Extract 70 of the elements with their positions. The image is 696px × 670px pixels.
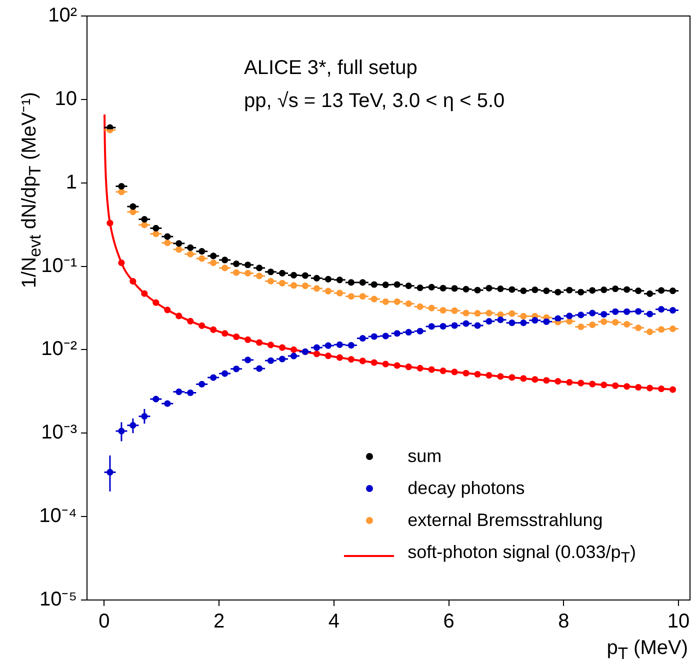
y-tick-label: 10⁻¹	[41, 254, 78, 277]
point	[348, 356, 354, 363]
point	[451, 368, 458, 376]
point	[589, 380, 596, 388]
point	[624, 383, 630, 390]
legend-label: decay photons	[408, 477, 525, 500]
point	[440, 367, 446, 374]
point	[462, 370, 470, 376]
point	[370, 359, 378, 366]
point	[222, 330, 228, 337]
point	[324, 352, 332, 360]
y-tick-label: 10	[54, 88, 77, 110]
point	[106, 220, 114, 226]
point	[130, 278, 136, 285]
x-axis-title: p$_{T}$ (MeV)	[606, 637, 688, 664]
point	[646, 384, 654, 392]
y-tick-label: 10⁻⁵	[39, 588, 77, 611]
point	[600, 382, 608, 388]
point	[635, 384, 642, 391]
point	[428, 366, 435, 373]
point	[278, 344, 286, 351]
point	[210, 326, 217, 333]
point	[520, 375, 527, 382]
y-tick-label: 10²	[48, 4, 78, 27]
point	[382, 360, 389, 368]
point	[152, 299, 160, 306]
point	[198, 322, 206, 330]
x-tick-label: 2	[214, 610, 225, 633]
point	[486, 372, 492, 379]
point	[532, 376, 538, 383]
point	[244, 336, 252, 343]
x-tick-label: 4	[328, 610, 340, 633]
y-tick-label: 10⁻³	[41, 422, 78, 444]
point	[474, 370, 481, 378]
y-tick-label: 1	[66, 171, 77, 194]
point	[256, 339, 263, 346]
point	[566, 378, 573, 386]
legend-label: external Bremsstrahlung	[408, 509, 603, 532]
point	[233, 333, 240, 340]
point	[118, 260, 125, 266]
point	[669, 386, 676, 393]
point	[187, 318, 194, 324]
point	[508, 374, 516, 381]
x-tick-label: 0	[98, 610, 110, 633]
point	[554, 378, 562, 385]
y-tick-label: 10⁻²	[41, 338, 78, 360]
legend-label: soft-photon signal (0.033/p$_{T}$)	[408, 541, 636, 569]
point	[394, 362, 400, 369]
point	[578, 380, 584, 386]
point	[658, 386, 665, 392]
x-tick-label: 8	[558, 610, 570, 633]
point	[164, 306, 171, 314]
point	[543, 377, 550, 384]
y-tick-label: 10⁻⁴	[39, 505, 77, 528]
point	[359, 358, 366, 364]
point	[612, 382, 619, 389]
x-tick-label: 10	[667, 610, 690, 633]
x-tick-label: 6	[443, 610, 454, 633]
annotation: ALICE 3*, full setup	[244, 56, 418, 81]
point	[497, 373, 504, 380]
point	[267, 342, 274, 348]
point	[405, 364, 412, 370]
point	[336, 354, 343, 361]
point	[290, 346, 298, 354]
point	[141, 290, 148, 297]
point	[416, 364, 424, 372]
point	[176, 312, 182, 320]
point	[313, 350, 320, 358]
annotation: pp, √s = 13 TeV, 3.0 < η < 5.0	[244, 89, 505, 114]
legend-label: sum	[408, 445, 442, 468]
